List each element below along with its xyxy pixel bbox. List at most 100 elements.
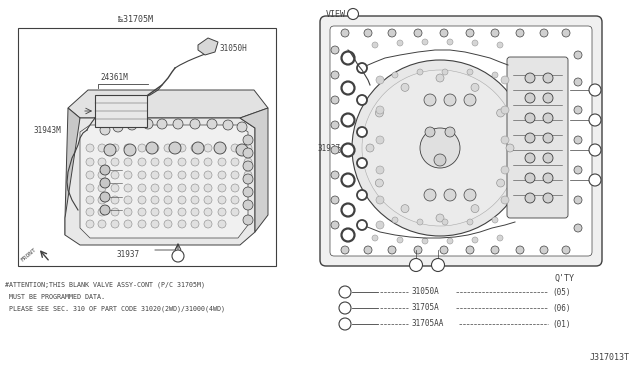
Circle shape [466,246,474,254]
Circle shape [414,29,422,37]
Circle shape [124,144,132,152]
Circle shape [424,94,436,106]
Text: 31943M: 31943M [33,125,61,135]
Circle shape [331,171,339,179]
Circle shape [164,171,172,179]
Circle shape [151,144,159,152]
Circle shape [100,165,110,175]
Text: #ATTENTION;THIS BLANK VALVE ASSY-CONT (P/C 31705M): #ATTENTION;THIS BLANK VALVE ASSY-CONT (P… [5,282,205,289]
Circle shape [472,40,478,46]
Circle shape [204,144,212,152]
Circle shape [447,238,453,244]
Circle shape [562,246,570,254]
Circle shape [138,144,146,152]
Text: b: b [593,117,597,123]
Circle shape [543,113,553,123]
Circle shape [243,161,253,171]
Circle shape [173,119,183,129]
Text: (05): (05) [552,288,570,296]
Circle shape [392,72,398,78]
Circle shape [574,166,582,174]
Circle shape [372,235,378,241]
Text: A: A [351,11,355,17]
Circle shape [497,179,504,187]
FancyBboxPatch shape [330,26,592,256]
Text: a: a [593,177,597,183]
Circle shape [98,158,106,166]
Circle shape [467,219,473,225]
Circle shape [104,144,116,156]
Circle shape [464,189,476,201]
Circle shape [525,133,535,143]
Circle shape [157,119,167,129]
Polygon shape [80,125,248,238]
Circle shape [204,158,212,166]
Circle shape [589,144,601,156]
Text: a: a [343,289,347,295]
Circle shape [98,220,106,228]
FancyBboxPatch shape [507,57,568,218]
Circle shape [191,208,199,216]
Circle shape [172,250,184,262]
Circle shape [218,158,226,166]
Circle shape [342,51,355,64]
Circle shape [331,46,339,54]
Circle shape [243,200,253,210]
Circle shape [231,171,239,179]
Circle shape [204,208,212,216]
Circle shape [464,94,476,106]
Circle shape [425,127,435,137]
Circle shape [440,29,448,37]
Circle shape [138,171,146,179]
Circle shape [414,246,422,254]
Circle shape [543,173,553,183]
Circle shape [525,153,535,163]
Circle shape [364,246,372,254]
Circle shape [525,193,535,203]
Circle shape [244,144,252,152]
Circle shape [410,259,422,272]
Circle shape [364,29,372,37]
Circle shape [169,142,181,154]
Circle shape [342,81,355,94]
Circle shape [342,228,355,241]
Circle shape [100,205,110,215]
Circle shape [516,246,524,254]
Text: b: b [343,305,347,311]
Circle shape [543,153,553,163]
Circle shape [178,158,186,166]
Circle shape [501,76,509,84]
Circle shape [447,39,453,45]
Circle shape [164,208,172,216]
Text: c: c [436,262,440,268]
Circle shape [231,144,239,152]
Circle shape [331,146,339,154]
Text: A: A [175,253,180,259]
Circle shape [124,220,132,228]
Circle shape [339,318,351,330]
Circle shape [574,224,582,232]
Circle shape [422,39,428,45]
Circle shape [492,217,498,223]
Circle shape [442,219,448,225]
Circle shape [417,69,423,75]
Circle shape [589,114,601,126]
Circle shape [431,259,445,272]
Text: FRONT: FRONT [19,247,36,263]
Circle shape [497,235,503,241]
Circle shape [124,144,136,156]
Circle shape [151,208,159,216]
Circle shape [86,184,94,192]
Circle shape [218,208,226,216]
Circle shape [191,184,199,192]
Circle shape [191,144,199,152]
Circle shape [424,189,436,201]
Text: 24361M: 24361M [100,73,128,82]
Circle shape [124,184,132,192]
Circle shape [244,171,252,179]
Circle shape [422,238,428,244]
Text: b: b [593,147,597,153]
Circle shape [138,208,146,216]
Circle shape [574,106,582,114]
Circle shape [376,136,384,144]
